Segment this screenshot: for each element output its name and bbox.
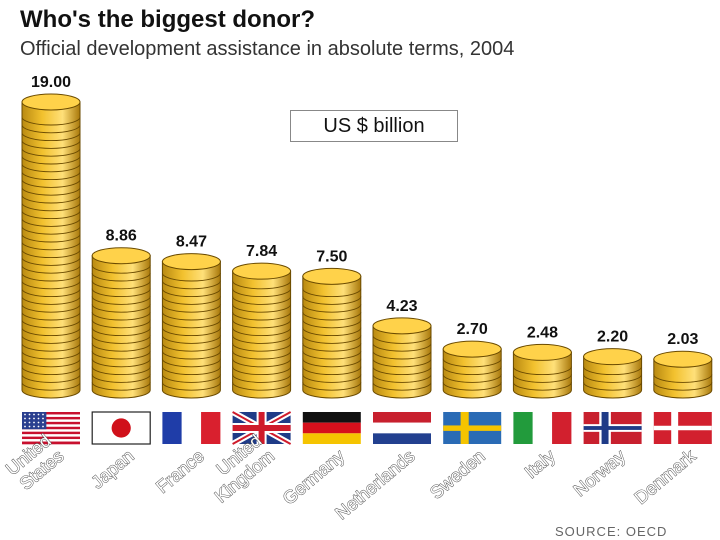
flag-italy-icon [513,412,572,444]
value-label: 8.47 [176,234,207,251]
category-label-line: Germany [279,446,349,509]
value-label: 19.00 [31,74,71,91]
flag-united-kingdom-icon [231,409,293,447]
chart-title: Who's the biggest donor? [20,6,316,33]
category-label: Sweden [426,446,489,503]
flag-norway-icon [583,412,642,444]
bar-united-kingdom [232,262,292,399]
category-label: Italy [521,446,559,483]
bar-united-states [21,93,81,399]
value-label: 2.03 [667,331,698,348]
bar-denmark [653,350,713,399]
flag-denmark-icon [653,412,712,444]
source-note: SOURCE: OECD [555,524,668,539]
category-label-line: Norway [570,446,630,501]
bar-germany [302,267,362,399]
chart-subtitle: Official development assistance in absol… [20,38,515,60]
value-label: 4.23 [386,298,417,315]
category-label-line: Sweden [426,446,489,503]
bar-sweden [442,340,502,399]
category-label-line: Japan [87,446,137,493]
flag-france-icon [162,412,221,444]
category-label: Germany [279,446,349,509]
flag-united-states-icon [22,412,80,445]
category-label: France [152,446,208,497]
unit-label: US $ billion [290,110,458,142]
category-label: Norway [570,446,630,501]
category-label: Denmark [631,445,701,508]
bar-france [161,253,221,399]
value-label: 7.84 [246,243,277,260]
flag-netherlands-icon [373,412,431,444]
category-label: Japan [87,446,137,493]
category-label-line: France [152,446,208,497]
value-label: 8.86 [106,228,137,245]
flag-germany-icon [302,412,361,444]
category-label-line: Italy [521,446,559,483]
flag-sweden-icon [443,412,502,444]
bar-norway [583,348,643,399]
value-label: 2.20 [597,329,628,346]
value-label: 2.70 [457,321,488,338]
flag-japan-icon [91,411,151,445]
bar-netherlands [372,317,432,399]
value-label: 2.48 [527,324,558,341]
bar-italy [512,343,572,399]
value-label: 7.50 [316,248,347,265]
bar-japan [91,247,151,399]
category-label-line: Denmark [631,445,701,508]
